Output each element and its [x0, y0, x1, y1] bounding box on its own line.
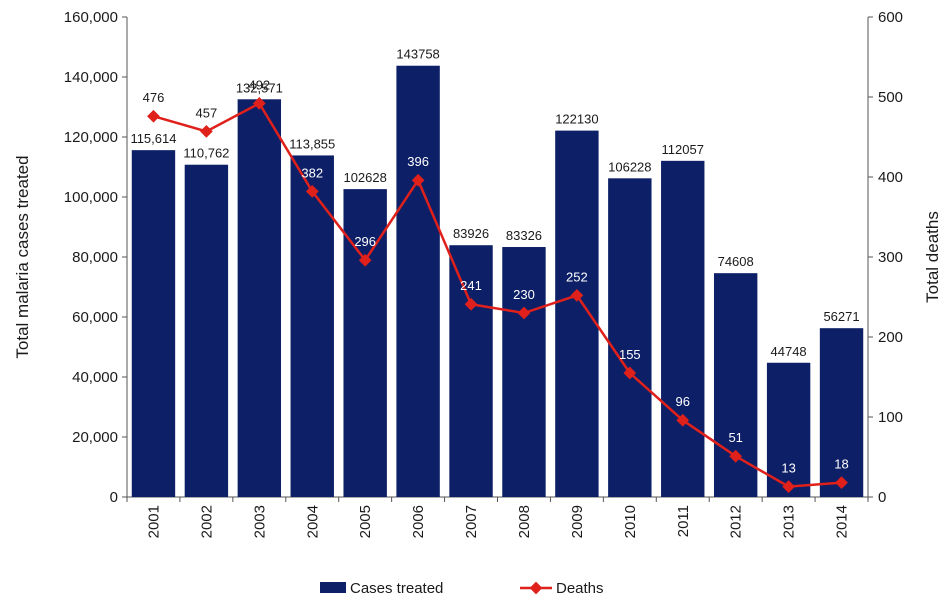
bar-value-label: 83326	[506, 228, 542, 243]
y2-tick-label: 100	[878, 409, 903, 426]
x-tick-label: 2014	[834, 505, 851, 538]
x-tick-label: 2001	[145, 505, 162, 538]
deaths-point	[200, 125, 213, 138]
y-tick-label: 0	[110, 489, 118, 506]
deaths-value-label: 396	[407, 154, 429, 169]
x-tick-label: 2013	[781, 505, 798, 538]
x-tick-label: 2008	[516, 505, 533, 538]
bar-value-label: 143758	[396, 47, 439, 62]
bar-value-label: 113,855	[289, 136, 335, 151]
bar-cases-treated	[502, 247, 545, 497]
y-tick-label: 140,000	[64, 69, 118, 86]
y-tick-label: 20,000	[72, 429, 118, 446]
legend-label-cases: Cases treated	[350, 580, 443, 597]
deaths-value-label: 492	[248, 77, 270, 92]
legend-swatch-cases	[320, 582, 346, 593]
x-tick-label: 2003	[251, 505, 268, 538]
x-tick-label: 2005	[357, 505, 374, 538]
y2-axis-title: Total deaths	[923, 211, 942, 303]
deaths-value-label: 241	[460, 278, 482, 293]
bar-value-label: 106228	[608, 159, 651, 174]
bar-cases-treated	[132, 150, 175, 497]
y-tick-label: 100,000	[64, 189, 118, 206]
bar-cases-treated	[396, 66, 439, 497]
y-tick-label: 80,000	[72, 249, 118, 266]
deaths-value-label: 18	[834, 457, 848, 472]
deaths-value-label: 51	[728, 430, 742, 445]
bar-cases-treated	[820, 328, 863, 497]
legend: Cases treated Deaths	[320, 580, 604, 597]
bar-value-label: 122130	[555, 112, 598, 127]
y2-tick-label: 400	[878, 169, 903, 186]
deaths-value-label: 13	[781, 461, 795, 476]
deaths-value-label: 252	[566, 269, 588, 284]
legend-label-deaths: Deaths	[556, 580, 604, 597]
deaths-value-label: 155	[619, 347, 641, 362]
y-tick-label: 60,000	[72, 309, 118, 326]
x-tick-label: 2002	[198, 505, 215, 538]
x-tick-label: 2006	[410, 505, 427, 538]
deaths-value-label: 476	[143, 90, 165, 105]
x-tick-label: 2007	[463, 505, 480, 538]
x-tick-label: 2011	[675, 505, 692, 537]
x-tick-label: 2012	[728, 505, 745, 538]
bar-value-label: 112057	[662, 142, 704, 157]
bar-value-label: 110,762	[183, 146, 229, 161]
x-tick-label: 2010	[622, 505, 639, 538]
bar-value-label: 56271	[823, 309, 859, 324]
deaths-value-label: 296	[354, 234, 376, 249]
deaths-value-label: 230	[513, 287, 535, 302]
bar-cases-treated	[238, 99, 281, 497]
x-tick-label: 2004	[304, 505, 321, 538]
deaths-point	[147, 110, 160, 123]
plot-area: 0 20,000 40,000 60,000 80,000 100,000 120,000 1…	[64, 9, 903, 538]
y2-tick-label: 0	[878, 489, 886, 506]
bar-cases-treated	[714, 273, 757, 497]
y2-tick-label: 600	[878, 9, 903, 26]
bar-value-label: 44748	[771, 344, 807, 359]
bar-cases-treated	[291, 155, 334, 497]
y-tick-label: 160,000	[64, 9, 118, 26]
y-tick-label: 40,000	[72, 369, 118, 386]
y2-tick-label: 200	[878, 329, 903, 346]
deaths-value-label: 382	[301, 165, 323, 180]
legend-marker-deaths	[530, 582, 543, 595]
bar-cases-treated	[185, 165, 228, 497]
y2-tick-label: 500	[878, 89, 903, 106]
bar-value-label: 83926	[453, 226, 489, 241]
x-tick-label: 2009	[569, 505, 586, 538]
y2-tick-label: 300	[878, 249, 903, 266]
bar-value-label: 74608	[718, 254, 754, 269]
y-tick-label: 120,000	[64, 129, 118, 146]
deaths-value-label: 457	[196, 105, 218, 120]
bar-cases-treated	[555, 131, 598, 497]
deaths-value-label: 96	[676, 394, 690, 409]
bar-value-label: 115,614	[130, 131, 176, 146]
bar-cases-treated	[608, 178, 651, 497]
y-axis-title: Total malaria cases treated	[13, 155, 32, 358]
bar-cases-treated	[661, 161, 704, 497]
bar-value-label: 102628	[343, 170, 386, 185]
